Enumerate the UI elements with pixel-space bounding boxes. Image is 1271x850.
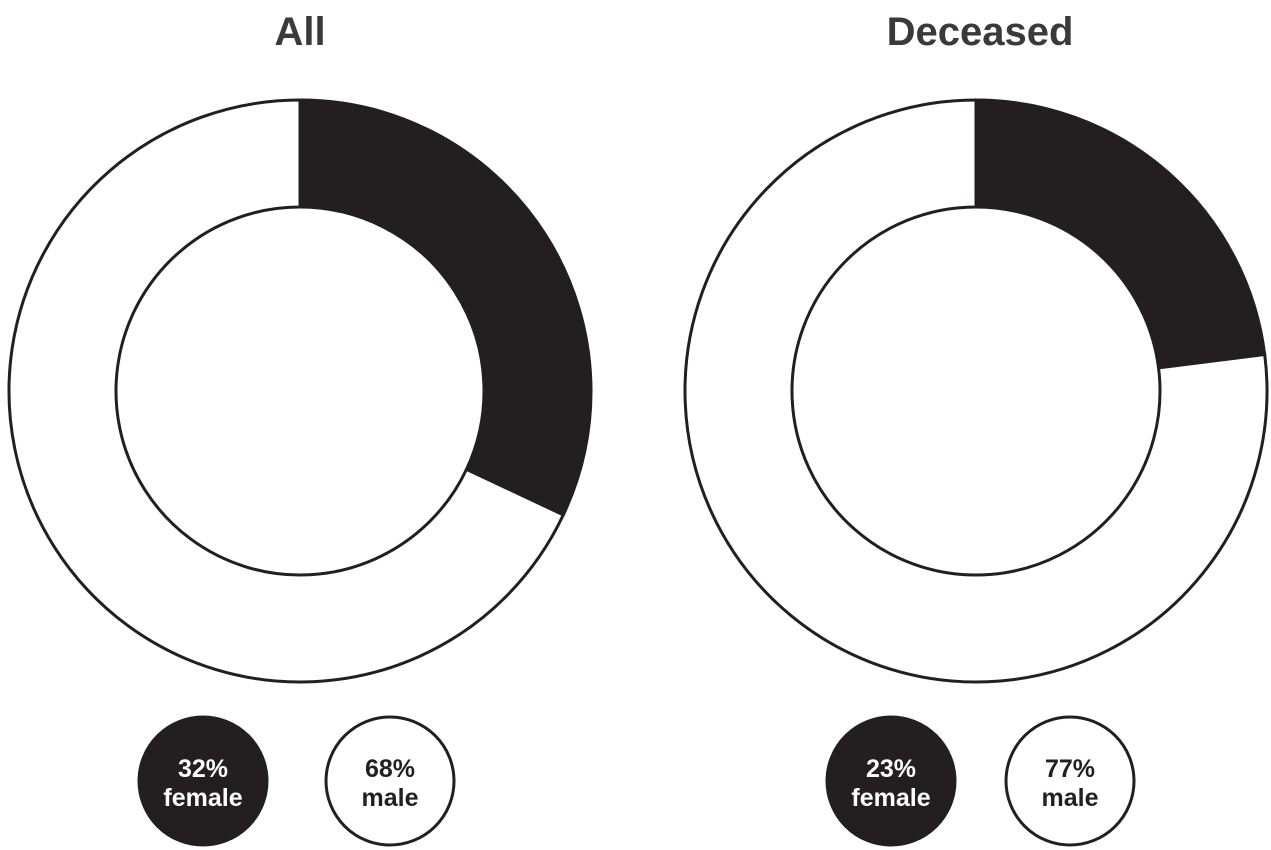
badge-deceased-male-label: male <box>1042 784 1099 812</box>
slice-deceased-female <box>974 98 1267 370</box>
slice-deceased-male <box>683 98 1269 684</box>
legend-deceased: 23% female 77% male <box>825 715 1136 847</box>
badge-all-male-pct: 68% <box>365 755 415 783</box>
chart-title-deceased: Deceased <box>887 10 1074 54</box>
badge-deceased-male <box>1004 715 1136 847</box>
badge-deceased-female-pct: 23% <box>866 755 916 783</box>
slice-all-female <box>298 98 593 517</box>
badge-deceased-male-pct: 77% <box>1045 755 1095 783</box>
donut-all <box>7 98 593 684</box>
badge-all-male <box>324 715 456 847</box>
badge-all-female <box>137 715 269 847</box>
badge-all-female-pct: 32% <box>178 755 228 783</box>
badge-deceased-female <box>825 715 957 847</box>
badge-deceased-female-label: female <box>851 784 930 812</box>
badge-all-male-label: male <box>362 784 419 812</box>
badge-all-female-label: female <box>163 784 242 812</box>
chart-title-all: All <box>274 10 325 54</box>
chart-all: All 32% female 68% male <box>7 10 593 847</box>
chart-deceased: Deceased 23% female 77% male <box>683 10 1269 847</box>
slice-all-male <box>7 98 566 684</box>
legend-all: 32% female 68% male <box>137 715 456 847</box>
donut-deceased <box>683 98 1269 684</box>
